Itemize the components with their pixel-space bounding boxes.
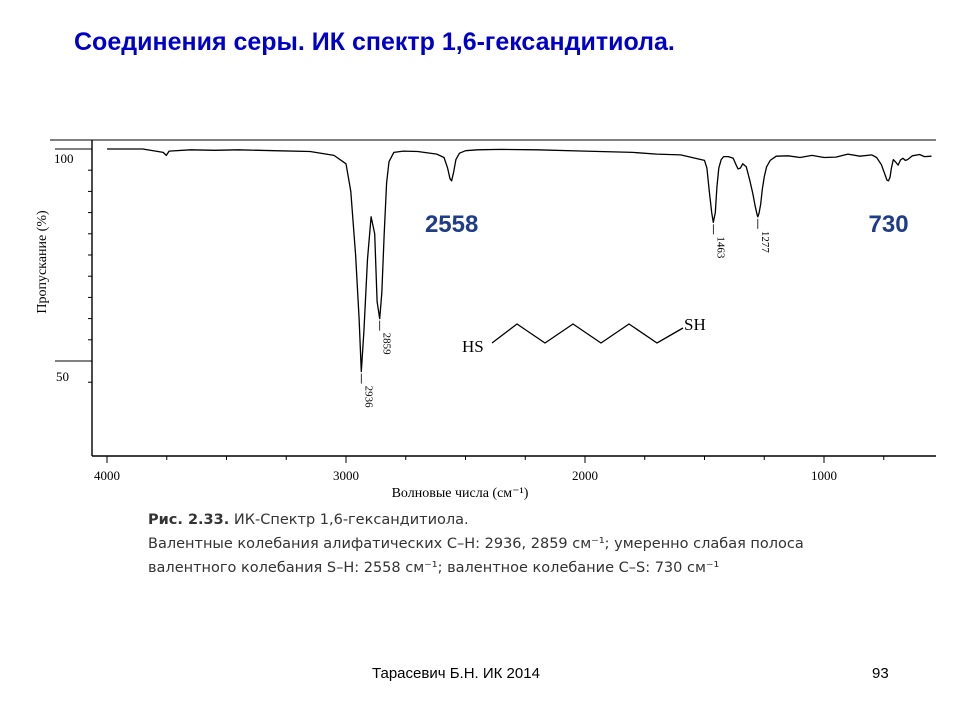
y-axis-label: Пропускание (%) bbox=[35, 210, 50, 314]
peak-label: 1463 bbox=[714, 236, 726, 258]
caption-fig-title: ИК-Спектр 1,6-гександитиола. bbox=[229, 512, 469, 528]
structure-formula: HS SH bbox=[462, 315, 706, 356]
x-tick-label: 1000 bbox=[811, 468, 837, 483]
caption-line-2: Валентные колебания алифатических С–Н: 2… bbox=[148, 536, 804, 552]
y-minor-ticks bbox=[88, 169, 92, 383]
page-number: 93 bbox=[872, 665, 889, 682]
peak-label: 2859 bbox=[381, 333, 393, 356]
slide-title: Соединения серы. ИК спектр 1,6-гександит… bbox=[74, 28, 675, 56]
highlight-peak-label: 730 bbox=[869, 211, 909, 238]
x-axis-label: Волновые числа (см⁻¹) bbox=[392, 486, 529, 500]
y-tick-label-100: 100 bbox=[54, 151, 74, 166]
structure-sh-label: SH bbox=[684, 315, 706, 334]
peak-label: 2936 bbox=[362, 386, 374, 409]
x-tick-label: 3000 bbox=[333, 468, 359, 483]
figure-caption: Рис. 2.33. ИК-Спектр 1,6-гександитиола. … bbox=[148, 508, 804, 580]
y-tick-label-50: 50 bbox=[56, 369, 69, 384]
caption-fig-label: Рис. 2.33. bbox=[148, 512, 230, 528]
peak-label: 1277 bbox=[759, 231, 771, 254]
x-tick-label: 4000 bbox=[94, 468, 120, 483]
caption-line-3: валентного колебания S–H: 2558 см⁻¹; вал… bbox=[148, 560, 720, 576]
footer-author: Тарасевич Б.Н. ИК 2014 bbox=[372, 665, 540, 682]
structure-carbon-chain bbox=[491, 323, 684, 344]
caption-line-1: Рис. 2.33. ИК-Спектр 1,6-гександитиола. bbox=[148, 508, 804, 532]
highlighted-peak-labels: 2558 730 bbox=[425, 211, 909, 238]
structure-hs-label: HS bbox=[462, 337, 484, 356]
peak-labels: 2936 2859 1463 1277 bbox=[360, 218, 771, 409]
highlight-peak-label: 2558 bbox=[425, 211, 478, 238]
spectrum-trace bbox=[107, 148, 932, 373]
ir-spectrum-chart: 100 50 Пропускание (%) 4000 3000 2000 1000 … bbox=[35, 139, 936, 500]
x-tick-label: 2000 bbox=[572, 468, 598, 483]
x-axis-ticks: 4000 3000 2000 1000 bbox=[94, 456, 885, 483]
